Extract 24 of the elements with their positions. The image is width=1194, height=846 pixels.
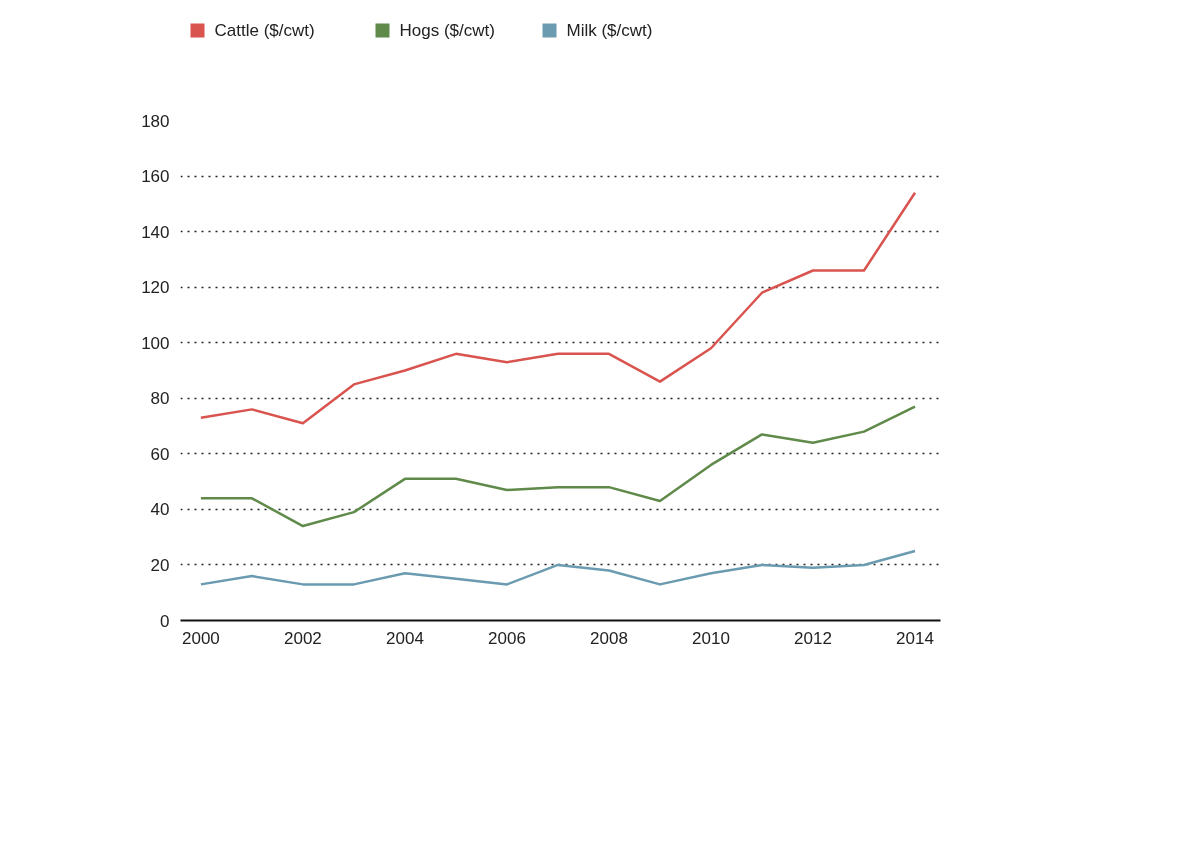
legend-label: Milk ($/cwt): [566, 21, 653, 40]
y-tick-label: 180: [141, 111, 170, 131]
x-tick-label: 2008: [590, 628, 628, 648]
x-tick-label: 2002: [284, 628, 322, 648]
line-series: [199, 191, 917, 425]
x-tick-label: 2006: [488, 628, 526, 648]
legend-label: Hogs ($/cwt): [399, 21, 495, 40]
y-tick-label: 160: [141, 167, 170, 187]
y-tick-label: 20: [150, 555, 170, 575]
y-tick-label: 120: [141, 278, 170, 298]
y-tick-label: 60: [150, 444, 170, 464]
legend-label: Cattle ($/cwt): [214, 21, 315, 40]
x-tick-label: 2010: [692, 628, 730, 648]
line-series: [199, 405, 917, 528]
y-tick-label: 140: [141, 222, 170, 242]
y-tick-label: 0: [160, 611, 170, 631]
y-tick-label: 80: [150, 389, 170, 409]
x-tick-label: 2014: [896, 628, 934, 648]
y-tick-label: 100: [141, 333, 170, 353]
x-tick-label: 2004: [386, 628, 424, 648]
x-tick-label: 2012: [794, 628, 832, 648]
line-series: [199, 549, 917, 586]
x-tick-label: 2000: [181, 628, 220, 648]
y-tick-label: 40: [150, 500, 170, 520]
